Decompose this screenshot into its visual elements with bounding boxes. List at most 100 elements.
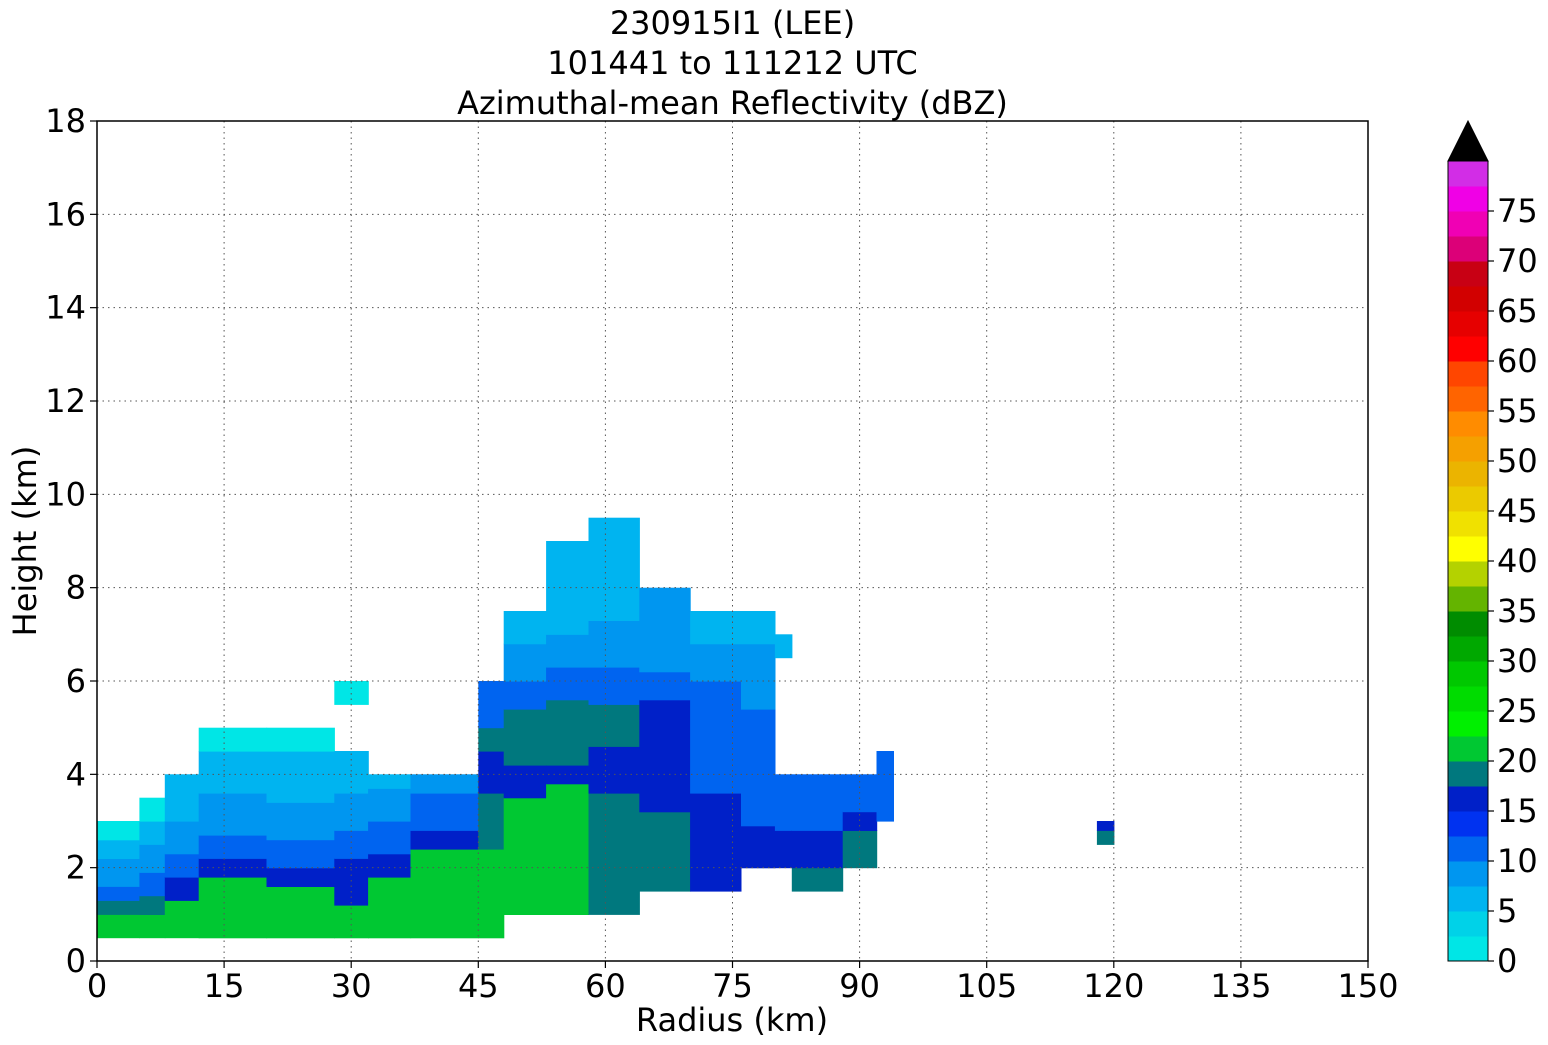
colorbar-swatch — [1448, 811, 1488, 837]
field-cell-9-2 — [503, 709, 547, 766]
field-cell-1-2 — [139, 872, 166, 897]
colorbar-tick-label: 65 — [1497, 292, 1538, 330]
field-cell-0-2 — [97, 886, 140, 901]
y-tick-label: 16 — [45, 195, 86, 233]
y-tick-label: 2 — [66, 849, 86, 887]
colorbar-tick-label: 55 — [1497, 392, 1538, 430]
field-cell-8-2 — [478, 751, 505, 794]
colorbar-swatch — [1448, 561, 1488, 587]
field-cell-11-3 — [588, 667, 640, 705]
colorbar-swatch — [1448, 686, 1488, 712]
field-cell-1-4 — [139, 821, 166, 845]
x-tick-label: 30 — [331, 967, 372, 1005]
colorbar-swatch — [1448, 361, 1488, 387]
field-cell-3-6 — [198, 727, 268, 752]
field-cell-3-4 — [198, 793, 268, 836]
field-cell-6-4 — [368, 774, 412, 789]
colorbar-swatch — [1448, 586, 1488, 612]
chart-title-line-2: 101441 to 111212 UTC — [547, 44, 918, 82]
y-axis-label: Height (km) — [6, 446, 44, 637]
field-cell-0-4 — [97, 839, 140, 859]
field-cell-10-4 — [546, 634, 590, 668]
field-cell-0-3 — [97, 858, 140, 887]
field-cell-14-1 — [741, 709, 776, 827]
field-cell-4-6 — [266, 727, 335, 752]
y-tick-label: 0 — [66, 942, 86, 980]
colorbar-swatch — [1448, 886, 1488, 912]
colorbar-swatch — [1448, 736, 1488, 762]
field-cell-12-3 — [639, 587, 691, 673]
x-tick-label: 90 — [839, 967, 880, 1005]
field-cell-3-1 — [198, 877, 268, 925]
field-cell-1-3 — [139, 844, 166, 873]
field-cell-7-3 — [410, 774, 479, 794]
colorbar-swatch — [1448, 511, 1488, 537]
field-cell-12-1 — [639, 699, 691, 813]
field-cell-8-3 — [478, 727, 505, 752]
field-cell-14-2 — [741, 643, 776, 710]
x-tick-label: 15 — [204, 967, 245, 1005]
y-tick-label: 14 — [45, 289, 86, 327]
colorbar-tick-label: 15 — [1497, 792, 1538, 830]
field-cell-8-5 — [478, 681, 505, 705]
field-cell-19-1 — [1096, 821, 1115, 831]
field-cell-12-2 — [639, 671, 691, 701]
field-cell-18-1 — [876, 751, 894, 775]
colorbar-swatch — [1448, 786, 1488, 812]
colorbar-tick-label: 20 — [1497, 742, 1538, 780]
y-tick-label: 12 — [45, 382, 86, 420]
grid-lines — [97, 121, 1368, 961]
field-cell-1-1 — [139, 895, 166, 915]
field-cell-12-0 — [639, 811, 691, 892]
chart-title-line-1: 230915I1 (LEE) — [609, 4, 856, 42]
field-cell-2-1 — [164, 877, 200, 901]
field-cell-7-1 — [410, 830, 479, 850]
field-cell-2-2 — [164, 853, 200, 878]
x-axis-label: Radius (km) — [636, 1001, 828, 1039]
field-cell-18-0 — [876, 774, 894, 822]
field-cell-16-1 — [791, 830, 844, 869]
colorbar-swatch — [1448, 311, 1488, 337]
field-cell-5-0 — [334, 905, 369, 939]
field-cell-4-4 — [266, 802, 335, 841]
field-cell-9-0 — [503, 797, 547, 915]
field-cell-9-1 — [503, 765, 547, 799]
field-cell-13-1 — [690, 681, 742, 794]
field-cell-11-0 — [588, 793, 640, 915]
field-cell-0-1 — [97, 900, 140, 915]
field-cell-11-2 — [588, 704, 640, 747]
field-cell-6-0 — [368, 877, 412, 939]
colorbar-extend-arrow — [1447, 119, 1489, 162]
y-tick-label: 18 — [45, 102, 86, 140]
field-cell-5-5 — [334, 681, 369, 705]
y-tick-label: 4 — [66, 755, 86, 793]
x-tick-label: 150 — [1337, 967, 1398, 1005]
chart-title-line-3: Azimuthal-mean Reflectivity (dBZ) — [457, 84, 1008, 122]
field-cell-7-0 — [410, 849, 479, 939]
colorbar-tick-label: 60 — [1497, 342, 1538, 380]
field-cell-13-0 — [690, 793, 742, 892]
field-cell-3-2 — [198, 858, 268, 878]
colorbar-swatch — [1448, 761, 1488, 787]
colorbar-swatch — [1448, 836, 1488, 862]
colorbar-swatch — [1448, 861, 1488, 887]
colorbar-tick-label: 25 — [1497, 692, 1538, 730]
field-cell-1-0 — [139, 914, 166, 939]
field-cell-10-0 — [546, 783, 590, 915]
field-cell-3-0 — [198, 923, 268, 939]
field-cell-14-0 — [741, 825, 776, 869]
colorbar-tick-label: 40 — [1497, 542, 1538, 580]
colorbar-swatch — [1448, 186, 1488, 212]
field-cell-13-3 — [690, 611, 742, 645]
colorbar: 0 5 10 15 20 25 30 35 40 45 50 55 60 65 70 75 — [1447, 119, 1538, 980]
field-cell-15-0 — [774, 830, 793, 869]
colorbar-swatch — [1448, 286, 1488, 312]
colorbar-tick-label: 30 — [1497, 642, 1538, 680]
colorbar-tick-label: 45 — [1497, 492, 1538, 530]
colorbar-tick-label: 10 — [1497, 842, 1538, 880]
colorbar-swatch — [1448, 411, 1488, 437]
field-cell-9-5 — [503, 611, 547, 645]
colorbar-swatch — [1448, 236, 1488, 262]
colorbar-swatch — [1448, 486, 1488, 512]
colorbar-swatch — [1448, 386, 1488, 412]
